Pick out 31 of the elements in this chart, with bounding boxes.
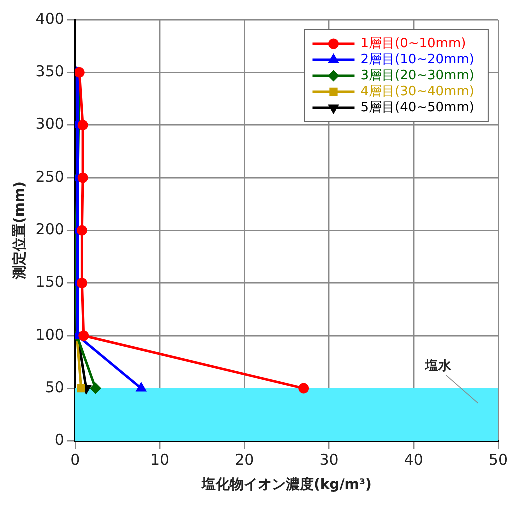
x-tick-label: 30 — [320, 451, 339, 470]
y-tick-label: 300 — [36, 115, 64, 134]
y-tick-label: 250 — [36, 168, 64, 186]
point — [78, 330, 90, 342]
y-axis-title: 測定位置(mm) — [11, 182, 28, 281]
point — [90, 383, 101, 394]
point — [76, 225, 88, 236]
x-tick-label: 50 — [488, 451, 508, 470]
legend-label: 2層目(10~20mm) — [360, 52, 474, 68]
x-tick-label: 0 — [70, 451, 80, 470]
point — [78, 172, 88, 184]
x-axis-title: 塩化物イオン濃度(kg/m³) — [200, 476, 372, 494]
x-tick-label: 40 — [404, 451, 424, 470]
band-label: 塩水 — [424, 358, 452, 374]
point — [298, 383, 310, 394]
y-tick-label: 100 — [36, 326, 64, 344]
point — [77, 384, 86, 393]
x-tick-label: 10 — [150, 451, 170, 470]
legend-label: 4層目(30~40mm) — [360, 84, 474, 100]
point — [76, 278, 88, 288]
legend-label: 1層目(0~10mm) — [360, 36, 466, 52]
point — [78, 120, 88, 131]
y-tick-label: 200 — [36, 220, 64, 238]
y-tick-label: 400 — [36, 10, 64, 28]
y-tick-label: 50 — [45, 378, 64, 396]
legend-label: 5層目(40~50mm) — [360, 100, 474, 116]
legend-label: 3層目(20~30mm) — [360, 68, 474, 84]
y-tick-label: 0 — [54, 431, 64, 450]
x-tick-label: 20 — [235, 451, 254, 470]
y-tick-label: 350 — [36, 62, 64, 81]
y-tick-label: 150 — [36, 273, 64, 292]
